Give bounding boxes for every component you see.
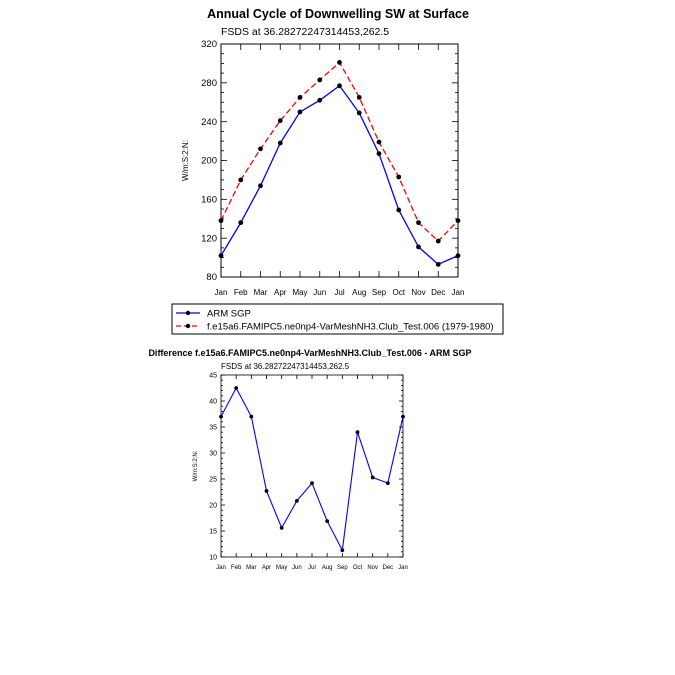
c2-xtick-label: Jul [308, 565, 316, 571]
c1-ytick-label: 320 [201, 39, 217, 50]
c1-data-point-1 [396, 174, 402, 180]
c2-data-point-0 [355, 430, 360, 435]
c1-data-point-0 [356, 110, 362, 116]
c2-data-point-0 [340, 548, 345, 553]
c1-ytick-label: 240 [201, 117, 217, 128]
c2-data-point-0 [385, 481, 390, 486]
c1-xtick-label: Mar [254, 288, 268, 297]
c2-xtick-label: Aug [322, 565, 333, 571]
c1-data-point-0 [416, 244, 421, 250]
c2-data-point-0 [294, 498, 299, 503]
chart1-subtitle: FSDS at 36.28272247314453,262.5 [221, 26, 389, 38]
c2-series-line-0 [220, 386, 404, 553]
c1-xtick-label: Aug [352, 288, 366, 297]
c2-data-point-0 [370, 475, 375, 480]
chart2-plot-frame [220, 374, 404, 558]
chart-difference: Difference f.e15a6.FAMIPC5.ne0np4-VarMes… [148, 348, 471, 571]
legend-label-arm-sgp: ARM SGP [207, 309, 251, 320]
c2-xtick-label: Nov [367, 565, 378, 571]
c1-xtick-label: Jun [313, 288, 326, 297]
c1-data-point-1 [297, 94, 303, 100]
c1-ytick-label: 200 [201, 156, 217, 167]
c2-xtick-label: Sep [337, 565, 348, 571]
c1-data-point-1 [337, 60, 342, 65]
c1-ytick-label: 160 [201, 195, 217, 206]
c1-xtick-label: Jan [215, 288, 228, 297]
legend-box [171, 303, 504, 335]
legend-marker-model [185, 323, 191, 329]
c2-data-point-0 [279, 525, 284, 530]
c2-xtick-label: Dec [382, 565, 393, 571]
c1-data-point-0 [376, 151, 382, 157]
chart2-subtitle: FSDS at 36.28272247314453,262.5 [221, 362, 350, 371]
c1-data-point-0 [317, 97, 323, 103]
c1-data-point-0 [337, 83, 342, 89]
c2-ytick-label: 45 [209, 372, 217, 379]
c1-xtick-label: Sep [372, 288, 387, 297]
c1-xtick-label: Dec [431, 288, 445, 297]
c2-ytick-label: 35 [209, 424, 217, 431]
c1-data-point-1 [238, 177, 244, 183]
c1-xtick-label: Feb [234, 288, 248, 297]
chart2-title: Difference f.e15a6.FAMIPC5.ne0np4-VarMes… [148, 348, 471, 358]
c2-ytick-label: 30 [209, 450, 217, 457]
c2-data-point-0 [264, 489, 269, 493]
c1-data-point-0 [277, 140, 283, 146]
c2-ytick-label: 15 [209, 528, 217, 535]
c1-ytick-label: 80 [206, 272, 217, 283]
c1-ytick-label: 280 [201, 78, 217, 89]
c1-xtick-label: Apr [274, 288, 287, 297]
c2-ytick-label: 40 [209, 398, 217, 405]
c2-ytick-label: 10 [209, 554, 217, 561]
c2-data-point-0 [234, 386, 239, 390]
c2-xtick-label: Oct [353, 565, 363, 571]
c1-data-point-1 [317, 77, 323, 83]
c1-series-line-1 [220, 61, 459, 242]
c1-data-point-1 [258, 146, 263, 152]
c1-xtick-label: Jul [334, 288, 344, 297]
c2-xtick-label: Feb [231, 565, 242, 571]
legend-marker-arm-sgp [185, 310, 191, 316]
c2-xtick-label: Apr [262, 565, 271, 571]
c1-data-point-1 [277, 118, 283, 124]
chart1-plot-frame [220, 43, 459, 278]
c1-data-point-1 [356, 94, 362, 100]
c2-xtick-label: Jan [398, 565, 408, 571]
c2-xtick-label: Jan [216, 565, 226, 571]
c2-ytick-label: 25 [209, 476, 217, 483]
c1-data-point-0 [258, 183, 263, 189]
chart-annual-cycle: Annual Cycle of Downwelling SW at Surfac… [181, 7, 469, 297]
c1-data-point-1 [435, 238, 441, 244]
c1-xtick-label: Nov [411, 288, 425, 297]
c2-data-point-0 [249, 414, 254, 419]
chart1-y-axis-label: W/m:S:2:N: [181, 140, 190, 181]
chart1-legend: ARM SGP f.e15a6.FAMIPC5.ne0np4-VarMeshNH… [171, 303, 504, 335]
c2-ytick-label: 20 [209, 502, 217, 509]
c1-series-line-0 [220, 84, 459, 266]
c1-data-point-0 [297, 109, 303, 115]
c2-data-point-0 [310, 481, 314, 486]
c1-data-point-0 [435, 261, 441, 267]
legend-label-model: f.e15a6.FAMIPC5.ne0np4-VarMeshNH3.Club_T… [207, 322, 494, 333]
c1-ytick-label: 120 [201, 233, 217, 244]
c1-xtick-label: Jan [452, 288, 465, 297]
c1-data-point-1 [376, 139, 382, 145]
chart2-y-axis-label: W/m:S:2:N: [193, 450, 199, 481]
c1-data-point-0 [238, 220, 244, 226]
c2-xtick-label: Mar [246, 565, 256, 571]
c1-data-point-1 [416, 220, 421, 226]
c2-data-point-0 [325, 519, 330, 524]
c1-data-point-0 [396, 207, 402, 213]
c1-xtick-label: May [292, 288, 307, 297]
c2-xtick-label: Jun [292, 565, 302, 571]
c2-xtick-label: May [276, 565, 287, 571]
chart1-title: Annual Cycle of Downwelling SW at Surfac… [207, 7, 469, 21]
c1-xtick-label: Oct [393, 288, 406, 297]
